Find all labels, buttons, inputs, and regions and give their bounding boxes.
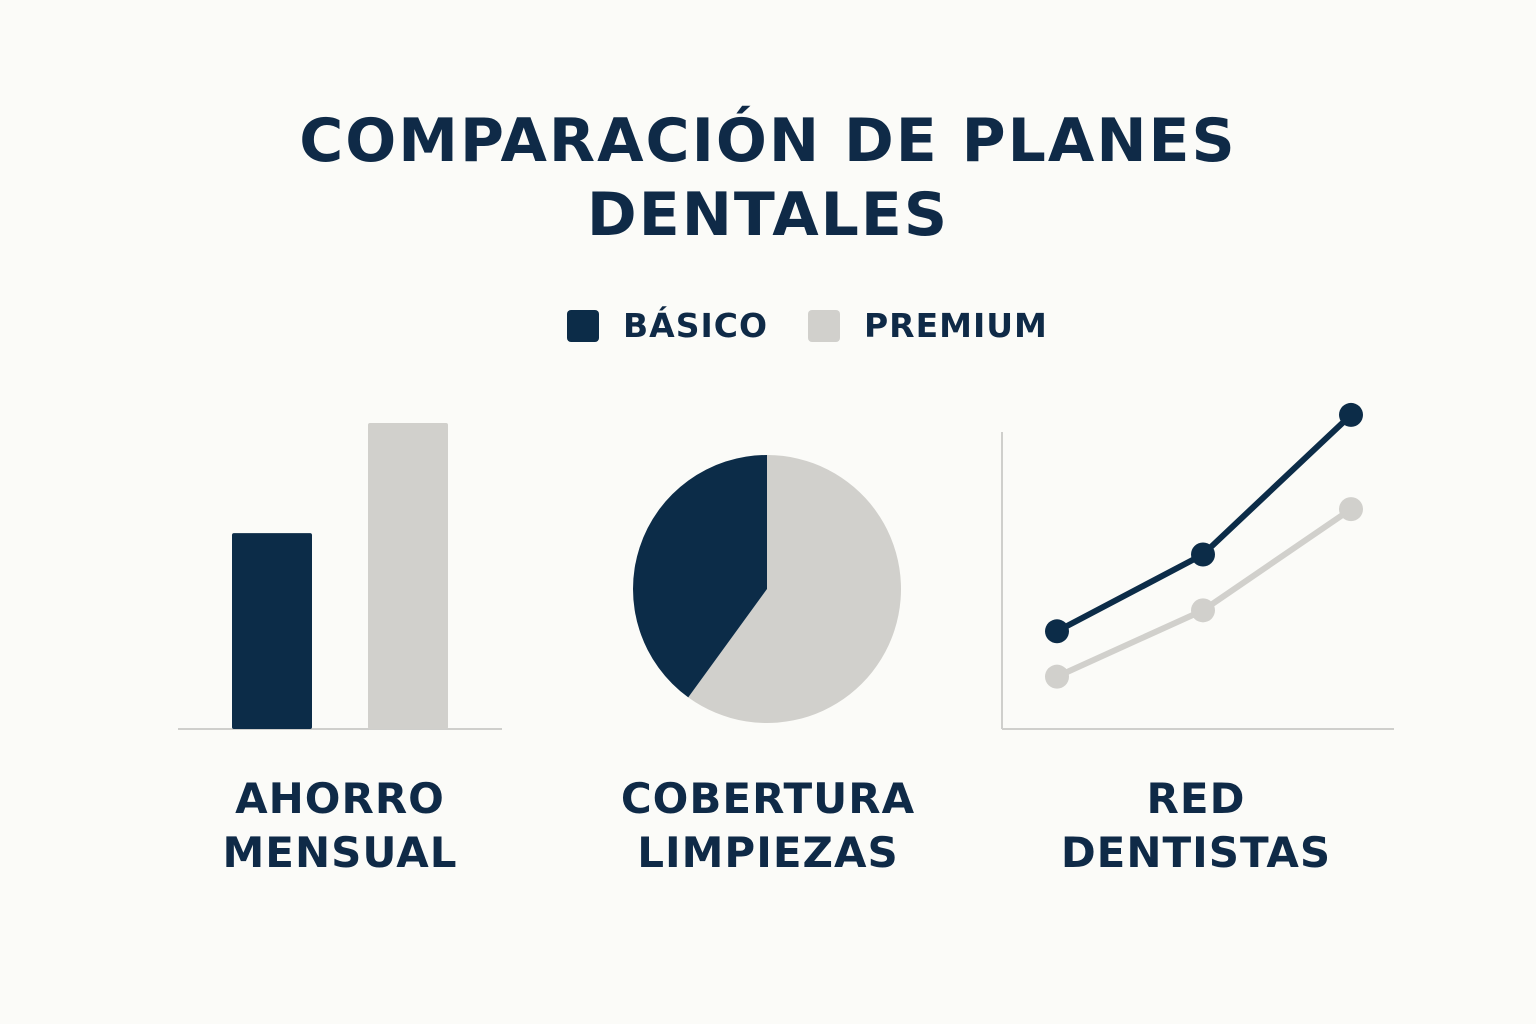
- chart-title: COMPARACIÓN DE PLANES DENTALES: [0, 104, 1536, 252]
- line-series-premium: [1054, 506, 1354, 680]
- legend-label-basico: BÁSICO: [623, 306, 769, 345]
- legend-item-basico: BÁSICO: [567, 306, 768, 345]
- line-label-line-2: DENTISTAS: [1060, 828, 1332, 877]
- legend-swatch-premium: [808, 309, 840, 342]
- bar-chart-label: AHORRO MENSUAL: [130, 772, 550, 880]
- line-label-line-1: RED: [1146, 774, 1246, 823]
- bar-premium: [368, 423, 448, 729]
- legend-item-premium: PREMIUM: [808, 306, 1048, 345]
- line-point-basico-1: [1045, 619, 1069, 644]
- pie-chart-label: COBERTURA LIMPIEZAS: [558, 772, 978, 880]
- pie-label-line-1: COBERTURA: [620, 774, 916, 823]
- pie-label-line-2: LIMPIEZAS: [637, 828, 899, 877]
- legend-swatch-basico: [567, 309, 599, 342]
- title-line-1: COMPARACIÓN DE PLANES: [299, 106, 1237, 176]
- legend: BÁSICO PREMIUM: [0, 300, 1536, 350]
- line-chart-label: RED DENTISTAS: [986, 772, 1406, 880]
- pie-slice-basico: [633, 455, 767, 698]
- line-point-premium-1: [1045, 664, 1069, 689]
- bar-label-line-1: AHORRO: [235, 774, 445, 823]
- title-line-2: DENTALES: [586, 180, 950, 250]
- bar-basico: [232, 533, 312, 729]
- line-point-basico-2: [1191, 542, 1215, 567]
- pie-slice-premium: [688, 455, 901, 723]
- line-point-premium-3: [1339, 497, 1363, 522]
- legend-label-premium: PREMIUM: [864, 306, 1048, 345]
- line-point-premium-2: [1191, 598, 1215, 623]
- bar-label-line-2: MENSUAL: [222, 828, 458, 877]
- line-point-basico-3: [1339, 402, 1363, 427]
